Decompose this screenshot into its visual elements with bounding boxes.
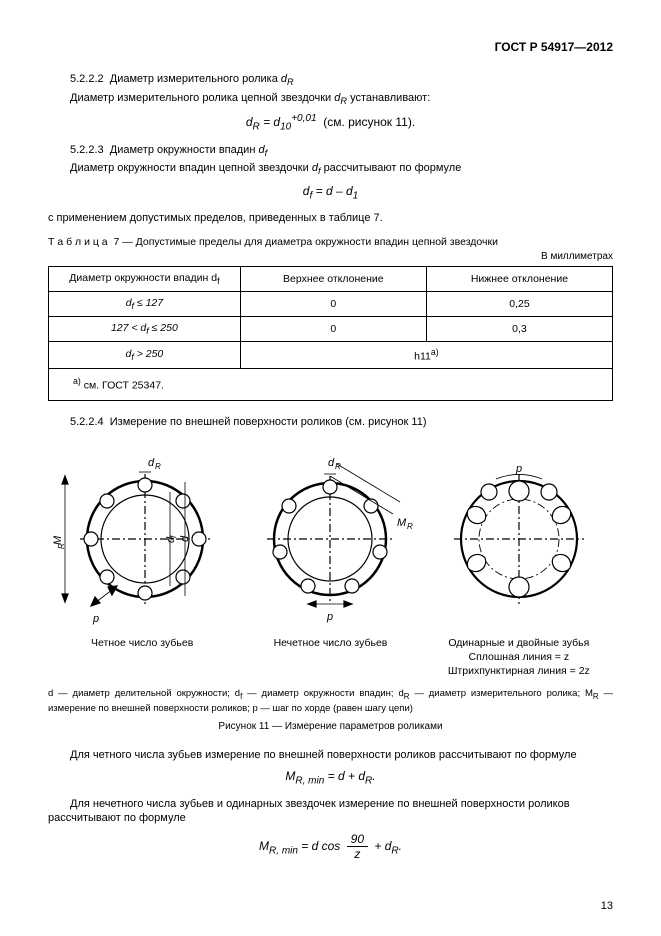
- section-5222-line2: Диаметр измерительного ролика цепной зве…: [48, 91, 613, 108]
- fig-col-double: p Одинарные и двойные зубья Сплошная лин…: [425, 444, 613, 679]
- table7-units: В миллиметрах: [48, 251, 613, 262]
- formula-MR-odd: MR, min = d cos 90 z + dR.: [48, 832, 613, 861]
- table7-caption: Т а б л и ц а 7 — Допустимые пределы для…: [48, 236, 613, 248]
- fig-caption-double: Одинарные и двойные зубья Сплошная линия…: [425, 636, 613, 679]
- table-row: df ≤ 127 0 0,25: [49, 291, 613, 316]
- figure-11: M R d R p d f d Четное число зубьев: [48, 444, 613, 733]
- svg-text:p: p: [515, 463, 522, 475]
- section-5223-line2: Диаметр окружности впадин цепной звездоч…: [48, 161, 613, 178]
- formula-df: df = d – d1: [48, 184, 613, 201]
- sprocket-diagram-double: p: [434, 444, 604, 629]
- svg-text:M: M: [397, 517, 407, 529]
- svg-text:R: R: [57, 543, 66, 549]
- fig-col-odd: d R M R p Нечетное число зубьев: [236, 444, 424, 650]
- tolerances-table: Диаметр окружности впадин df Верхнее отк…: [48, 266, 613, 401]
- table-header-row: Диаметр окружности впадин df Верхнее отк…: [49, 266, 613, 291]
- figure-title: Рисунок 11 — Измерение параметров ролика…: [48, 721, 613, 732]
- table-row: df > 250 h11a): [49, 342, 613, 369]
- svg-text:R: R: [407, 522, 413, 531]
- svg-text:R: R: [155, 462, 161, 471]
- formula-intro-2: Для нечетного числа зубьев и одинарных з…: [48, 797, 613, 827]
- section-5223-after: с применением допустимых пределов, приве…: [48, 211, 613, 226]
- fig-caption-even: Четное число зубьев: [48, 636, 236, 650]
- section-5224-line: 5.2.2.4 Измерение по внешней поверхности…: [48, 415, 613, 430]
- page-number: 13: [601, 900, 613, 912]
- th-diameter: Диаметр окружности впадин df: [49, 266, 241, 291]
- sprocket-diagram-even: M R d R p d f d: [55, 444, 230, 629]
- section-5222-line1: 5.2.2.2 Диаметр измерительного ролика dR: [48, 72, 613, 89]
- svg-text:d: d: [328, 457, 335, 469]
- svg-text:R: R: [335, 462, 341, 471]
- th-upper: Верхнее отклонение: [240, 266, 426, 291]
- formula-intro-1: Для четного числа зубьев измерение по вн…: [48, 748, 613, 763]
- svg-text:p: p: [326, 611, 333, 623]
- gost-code: ГОСТ Р 54917—2012: [495, 40, 613, 54]
- figure-legend: d — диаметр делительной окружности; df —…: [48, 688, 613, 715]
- formula-dR: dR = d10+0,01 (см. рисунок 11).: [48, 113, 613, 132]
- svg-text:d: d: [148, 457, 155, 469]
- fig-caption-odd: Нечетное число зубьев: [236, 636, 424, 650]
- doc-header: ГОСТ Р 54917—2012: [48, 40, 613, 54]
- fig-col-even: M R d R p d f d Четное число зубьев: [48, 444, 236, 650]
- table-row: 127 < df ≤ 250 0 0,3: [49, 317, 613, 342]
- section-5223-line1: 5.2.2.3 Диаметр окружности впадин df: [48, 143, 613, 160]
- table-footnote-row: a) см. ГОСТ 25347.: [49, 368, 613, 400]
- svg-text:d: d: [179, 535, 191, 542]
- th-lower: Нижнее отклонение: [426, 266, 612, 291]
- formula-MR-even: MR, min = d + dR.: [48, 769, 613, 786]
- svg-text:p: p: [92, 613, 99, 625]
- sprocket-diagram-odd: d R M R p: [245, 444, 415, 629]
